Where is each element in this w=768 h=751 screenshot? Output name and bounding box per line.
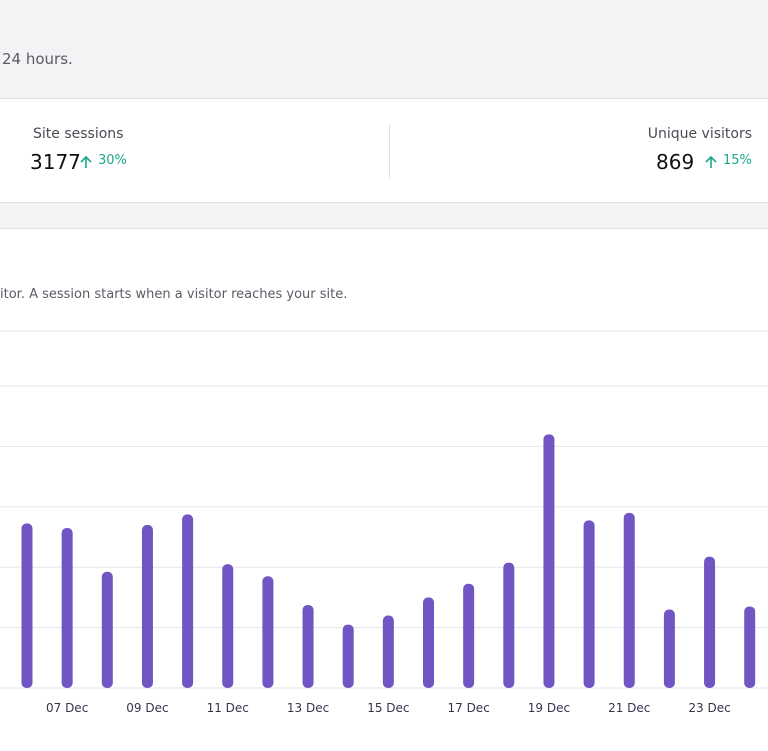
bar [302, 604, 314, 688]
metric-label: Site sessions [33, 126, 124, 142]
bar [423, 597, 434, 688]
metric-value: 869 [656, 150, 695, 174]
bar [463, 583, 475, 688]
x-tick-label: 21 Dec [608, 701, 650, 715]
up-arrow [80, 155, 92, 168]
bar [583, 520, 595, 688]
x-tick-label: 17 Dec [447, 701, 489, 715]
metric-change: 30% [98, 153, 127, 168]
bar [744, 606, 756, 688]
bar [222, 564, 234, 688]
bar [623, 512, 635, 688]
bar [543, 434, 555, 688]
x-tick-label: 09 Dec [126, 701, 168, 715]
bar [704, 556, 716, 688]
bar [382, 615, 394, 688]
description: 24 hours. [2, 50, 73, 68]
x-tick-label: 19 Dec [528, 701, 570, 715]
metric-value: 3177 [30, 150, 81, 174]
bar [182, 514, 194, 688]
chart: 07 Dec 09 Dec 11 Dec 13 Dec 15 Dec 17 Dec 19 D… [0, 330, 768, 715]
bar [262, 576, 274, 688]
x-tick-label: 11 Dec [207, 701, 249, 715]
bar [101, 571, 113, 688]
bar [342, 624, 354, 688]
metric-change: 15% [723, 153, 752, 168]
bar [663, 609, 675, 688]
up-arrow [705, 155, 717, 168]
x-tick-label: 15 Dec [367, 701, 409, 715]
bar [61, 527, 73, 688]
metrics-card [0, 98, 768, 203]
bar [141, 524, 153, 688]
x-tick-label: 23 Dec [688, 701, 730, 715]
bar [21, 523, 33, 688]
bar [503, 562, 515, 688]
metric-label: Unique visitors [647, 126, 752, 142]
chart-subtitle: itor. A session starts when a visitor re… [0, 287, 348, 302]
x-tick-label: 07 Dec [46, 701, 88, 715]
divider [389, 124, 390, 178]
x-tick-label: 13 Dec [287, 701, 329, 715]
